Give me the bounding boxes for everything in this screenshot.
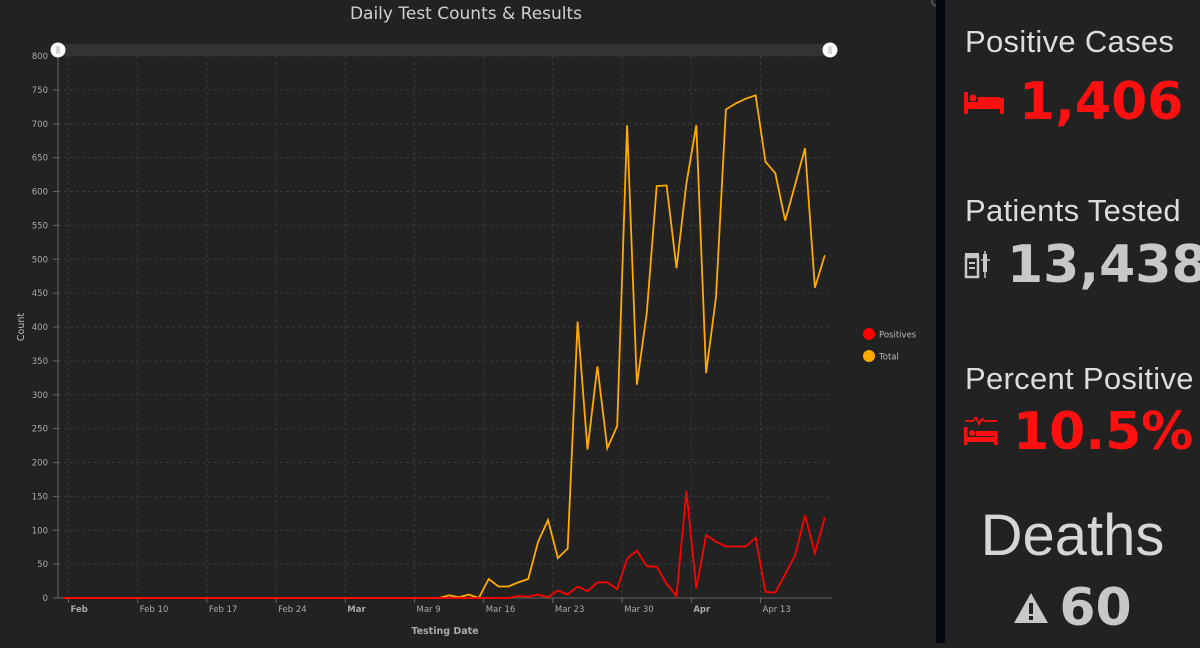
test-kit-icon [964, 251, 990, 279]
legend-label-positives: Positives [879, 331, 917, 341]
x-tick-label: Feb [71, 605, 88, 615]
line-chart: Daily Test Counts & Results 0 50 100 150 200… [16, 0, 943, 637]
grid [58, 55, 832, 598]
x-tick-label: Mar [347, 605, 366, 615]
y-tick-label: 650 [32, 154, 48, 164]
x-tick-label: Apr 13 [763, 605, 791, 615]
y-axis: 0 50 100 150 200 250 300 350 400 450 500 550 600 650 7… [32, 52, 59, 604]
deaths-stat: 60 [945, 578, 1200, 638]
positive-cases-value: 1,406 [1019, 72, 1184, 132]
percent-positive-label: Percent Positive [965, 361, 1194, 396]
bed-pulse-icon [964, 417, 998, 445]
legend-item-positives[interactable]: Positives [863, 328, 917, 341]
series-line-positives [63, 490, 826, 599]
patients-tested-label: Patients Tested [965, 193, 1181, 228]
x-axis-label: Testing Date [411, 626, 478, 637]
deaths-value: 60 [1059, 578, 1132, 638]
chart-title: Daily Test Counts & Results [350, 4, 582, 24]
x-tick-label: Mar 9 [417, 605, 441, 615]
y-tick-label: 550 [32, 221, 48, 231]
y-tick-label: 100 [32, 526, 48, 536]
percent-positive-stat: 10.5% [963, 402, 1193, 462]
x-axis: Feb Feb 10 Feb 17 Feb 24 Mar Mar 9 Mar 16 Mar 2… [58, 597, 832, 615]
patients-tested-value: 13,438 [1007, 235, 1200, 295]
percent-positive-value: 10.5% [1013, 402, 1194, 462]
y-tick-label: 800 [32, 52, 48, 62]
series-lines [63, 94, 826, 600]
y-tick-label: 350 [32, 357, 48, 367]
range-slider-track[interactable] [58, 44, 830, 56]
y-tick-label: 250 [32, 425, 48, 435]
legend-swatch-total [863, 350, 875, 362]
stats-panel: Positive Cases 1,406 Patients Tested 13,… [945, 0, 1200, 643]
legend-item-total[interactable]: Total [863, 350, 899, 363]
y-tick-label: 200 [32, 459, 48, 469]
y-tick-label: 750 [32, 86, 48, 96]
deaths-label: Deaths [980, 503, 1165, 568]
y-axis-label: Count [16, 313, 27, 341]
panel-divider [936, 0, 945, 643]
y-tick-label: 150 [32, 492, 48, 502]
x-tick-label: Mar 23 [555, 605, 585, 615]
positive-cases-label: Positive Cases [965, 24, 1175, 59]
y-tick-label: 500 [32, 255, 48, 265]
x-tick-label: Apr [693, 605, 711, 615]
warning-icon [1014, 593, 1049, 623]
y-tick-label: 700 [32, 120, 48, 130]
chart-panel: Daily Test Counts & Results 0 50 100 150 200… [16, 0, 943, 637]
bed-icon [964, 92, 1004, 114]
legend-swatch-positives [863, 328, 875, 340]
y-tick-label: 300 [32, 391, 48, 401]
range-slider-start-handle[interactable] [50, 42, 66, 58]
x-tick-label: Mar 30 [624, 605, 654, 615]
y-tick-label: 50 [37, 560, 48, 570]
x-tick-label: Feb 24 [278, 605, 307, 615]
y-tick-label: 600 [32, 188, 48, 198]
x-tick-label: Mar 16 [486, 605, 516, 615]
y-tick-label: 0 [43, 594, 48, 604]
y-tick-label: 400 [32, 323, 48, 333]
legend-label-total: Total [878, 353, 899, 363]
range-slider-end-handle[interactable] [822, 42, 838, 58]
patients-tested-stat: 13,438 [963, 235, 1200, 295]
x-tick-label: Feb 10 [140, 605, 169, 615]
series-line-total [63, 94, 826, 600]
y-tick-label: 450 [32, 289, 48, 299]
x-tick-label: Feb 17 [209, 605, 238, 615]
positive-cases-stat: 1,406 [963, 72, 1183, 132]
